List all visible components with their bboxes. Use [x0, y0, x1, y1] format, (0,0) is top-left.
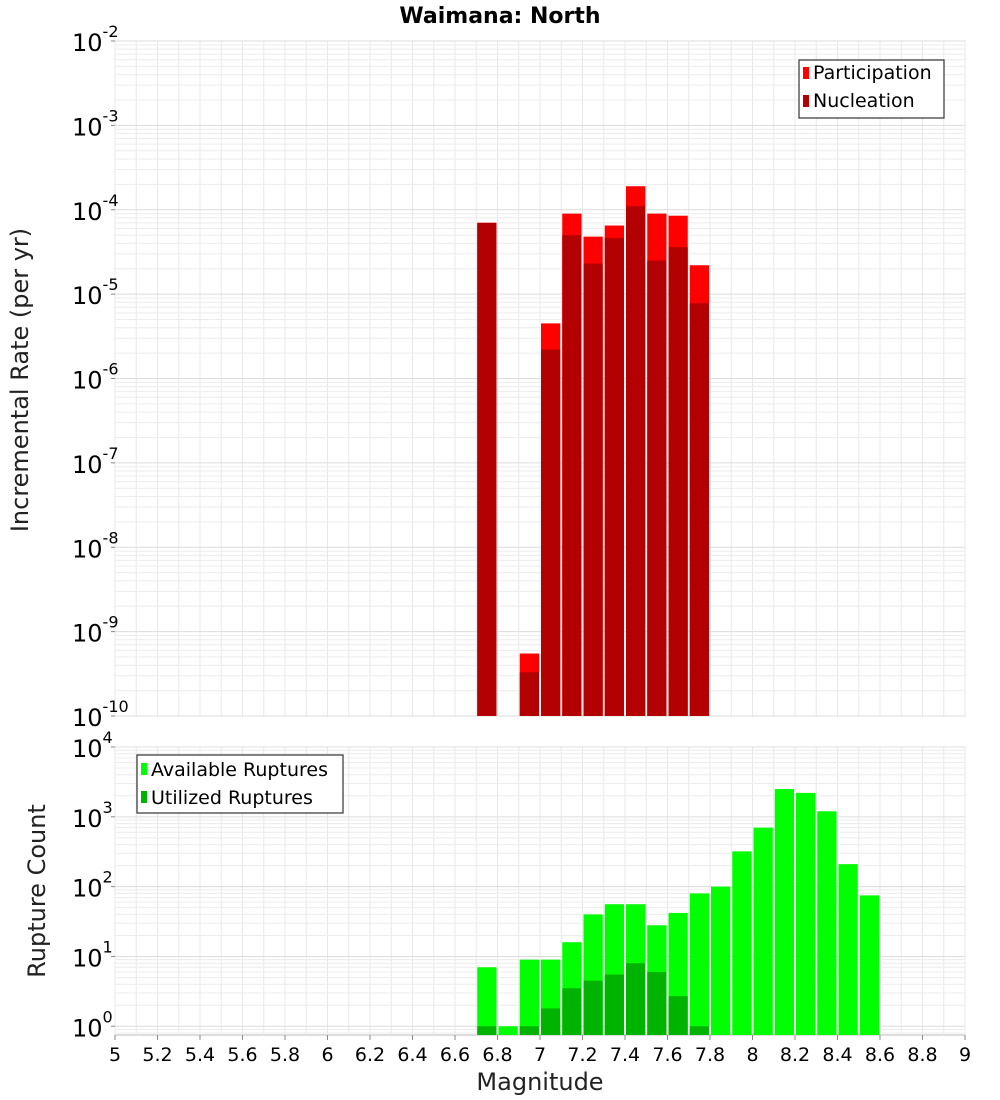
legend-swatch-participation	[803, 67, 809, 79]
bar-available-ruptures	[817, 811, 837, 1035]
x-ticks: 5 5.2 5.4 5.6 5.8 6 6.2 6.4 6.6 6.8 7 7.2 7.4 7.6 7.8 8…	[109, 1035, 971, 1066]
x-tick-label: 7.6	[652, 1044, 682, 1066]
bar-utilized-ruptures	[562, 988, 582, 1035]
y-tick-label: 10-5	[72, 275, 119, 310]
bar-available-ruptures	[711, 886, 731, 1035]
bar-utilized-ruptures	[477, 1026, 497, 1035]
y-tick-label: 10-8	[72, 528, 119, 563]
x-tick-label: 7.4	[610, 1044, 640, 1066]
x-tick-label: 8.8	[907, 1044, 937, 1066]
y-tick-label: 100	[72, 1007, 113, 1042]
bar-utilized-ruptures	[689, 1026, 709, 1035]
count-y-axis-label: Rupture Count	[23, 804, 51, 978]
y-tick-label: 10-2	[72, 22, 119, 57]
y-tick-label: 103	[72, 798, 113, 833]
bar-available-ruptures	[498, 1026, 518, 1035]
bar-available-ruptures	[774, 789, 794, 1035]
y-tick-label: 10-3	[72, 106, 119, 141]
x-tick-label: 8	[746, 1044, 758, 1066]
bar-utilized-ruptures	[541, 1008, 561, 1035]
bar-nucleation	[604, 238, 624, 716]
x-axis-label: Magnitude	[476, 1068, 603, 1096]
bar-nucleation	[689, 303, 709, 716]
x-tick-label: 8.4	[822, 1044, 852, 1066]
rate-panel: 10-10 10-9 10-8 10-7 10-6 10-5 10-4 10-3 10-2 In…	[6, 22, 966, 732]
legend-label-available-ruptures: Available Ruptures	[151, 759, 328, 781]
count-legend: Available Ruptures Utilized Ruptures	[136, 754, 344, 814]
x-tick-label: 9	[959, 1044, 971, 1066]
x-tick-label: 7	[534, 1044, 546, 1066]
bar-available-ruptures	[838, 864, 858, 1035]
bar-nucleation	[541, 349, 561, 716]
x-tick-label: 6.6	[440, 1044, 470, 1066]
x-tick-label: 7.8	[695, 1044, 725, 1066]
bar-nucleation	[519, 672, 539, 716]
x-tick-label: 5.2	[142, 1044, 172, 1066]
bar-nucleation	[562, 235, 582, 716]
x-tick-label: 8.6	[865, 1044, 895, 1066]
x-tick-label: 5.4	[185, 1044, 215, 1066]
bar-available-ruptures	[732, 851, 752, 1035]
count-panel: 100 101 102 103 104 5 5.2 5.4 5.6 5.8 6 6.2 6.4 6.6 6…	[23, 728, 971, 1096]
x-tick-label: 6	[321, 1044, 333, 1066]
bar-nucleation	[668, 247, 688, 716]
rate-bars	[477, 186, 709, 717]
bar-nucleation	[626, 206, 646, 716]
bar-utilized-ruptures	[647, 971, 667, 1035]
rate-legend-box	[798, 59, 945, 119]
rate-legend: Participation Nucleation	[798, 59, 945, 119]
x-tick-label: 5.8	[270, 1044, 300, 1066]
bar-available-ruptures	[859, 895, 879, 1035]
y-tick-label: 10-6	[72, 360, 119, 395]
x-tick-label: 6.8	[482, 1044, 512, 1066]
bar-utilized-ruptures	[604, 974, 624, 1035]
x-tick-label: 6.4	[397, 1044, 427, 1066]
y-tick-label: 10-10	[72, 697, 129, 732]
legend-swatch-available-ruptures	[141, 763, 147, 775]
x-tick-label: 5.6	[227, 1044, 257, 1066]
bar-utilized-ruptures	[626, 963, 646, 1035]
legend-swatch-utilized-ruptures	[141, 791, 147, 803]
bar-available-ruptures	[477, 967, 497, 1035]
bar-utilized-ruptures	[519, 1026, 539, 1035]
y-tick-label: 10-7	[72, 444, 119, 479]
x-tick-label: 6.2	[355, 1044, 385, 1066]
bar-nucleation	[477, 222, 497, 716]
chart-title: Waimana: North	[399, 4, 600, 29]
y-tick-label: 102	[72, 868, 113, 903]
bar-utilized-ruptures	[583, 980, 603, 1035]
rate-y-axis-label: Incremental Rate (per yr)	[6, 228, 34, 532]
bar-available-ruptures	[519, 959, 539, 1035]
legend-label-participation: Participation	[813, 62, 932, 84]
y-tick-label: 10-9	[72, 613, 119, 648]
legend-label-nucleation: Nucleation	[813, 90, 915, 112]
x-tick-label: 7.2	[567, 1044, 597, 1066]
legend-swatch-nucleation	[803, 95, 809, 107]
count-y-ticks: 100 101 102 103 104	[72, 728, 115, 1042]
x-tick-label: 5	[109, 1044, 121, 1066]
x-tick-label: 8.2	[780, 1044, 810, 1066]
bar-nucleation	[647, 260, 667, 716]
bar-nucleation	[583, 263, 603, 716]
bar-available-ruptures	[753, 827, 773, 1035]
y-tick-label: 10-4	[72, 191, 119, 226]
y-tick-label: 101	[72, 937, 113, 972]
legend-label-utilized-ruptures: Utilized Ruptures	[151, 787, 313, 809]
count-legend-box	[136, 754, 344, 814]
count-bars	[477, 789, 879, 1035]
rate-grid	[114, 40, 966, 717]
y-tick-label: 104	[72, 728, 113, 763]
bar-utilized-ruptures	[668, 996, 688, 1035]
bar-available-ruptures	[689, 893, 709, 1035]
bar-available-ruptures	[796, 792, 816, 1035]
